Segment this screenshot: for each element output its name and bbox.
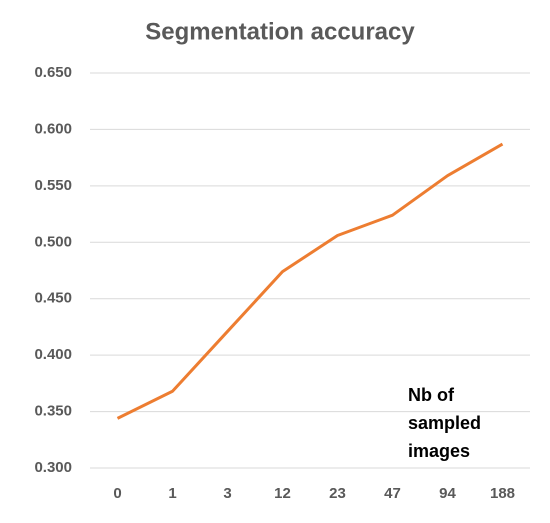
x-tick-label: 94 (439, 485, 456, 502)
x-tick-label: 188 (490, 485, 515, 502)
y-tick-label: 0.300 (34, 459, 72, 476)
y-tick-label: 0.350 (34, 403, 72, 420)
annotation: images (408, 441, 470, 461)
annotation: sampled (408, 413, 481, 433)
y-tick-label: 0.400 (34, 346, 72, 363)
x-tick-label: 23 (329, 485, 346, 502)
y-tick-label: 0.600 (34, 120, 72, 137)
annotation: Nb of (408, 385, 455, 405)
y-tick-label: 0.450 (34, 290, 72, 307)
x-tick-label: 3 (223, 485, 231, 502)
y-tick-label: 0.500 (34, 233, 72, 250)
x-tick-label: 1 (168, 485, 176, 502)
x-tick-label: 0 (113, 485, 121, 502)
y-tick-label: 0.650 (34, 64, 72, 81)
x-tick-label: 47 (384, 485, 401, 502)
y-tick-label: 0.550 (34, 177, 72, 194)
chart-title: Segmentation accuracy (145, 18, 415, 45)
series-line (116, 142, 504, 420)
x-tick-label: 12 (274, 485, 291, 502)
